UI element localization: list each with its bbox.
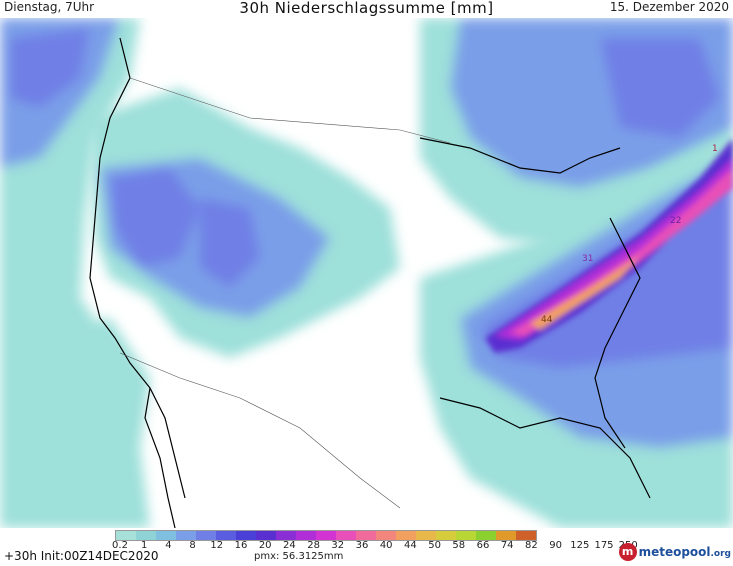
legend-swatch	[376, 531, 396, 540]
max-label-31: 31	[582, 254, 593, 264]
border-lines	[119, 77, 451, 509]
meteopool-logo[interactable]: m meteopool.org	[618, 543, 731, 561]
coastlines	[89, 37, 651, 528]
legend-swatch	[216, 531, 236, 540]
legend-tick-label: 40	[379, 540, 393, 551]
logo-suffix: .org	[710, 549, 731, 559]
legend-tick-label: 36	[355, 540, 369, 551]
legend-tick-label: 58	[452, 540, 466, 551]
legend-swatch	[336, 531, 356, 540]
legend-tick-label: 4	[165, 540, 172, 551]
northeast-precip-field	[420, 18, 733, 248]
legend-swatch	[136, 531, 156, 540]
max-label-22: 22	[670, 216, 681, 226]
legend-swatch	[296, 531, 316, 540]
map-title: 30h Niederschlagssumme [mm]	[239, 0, 494, 17]
legend-tick-label: 20	[258, 540, 272, 551]
legend-swatch	[356, 531, 376, 540]
legend-tick-label: 16	[234, 540, 248, 551]
legend-tick-label: 24	[283, 540, 296, 551]
legend-tick-labels: 0.2 1 4 8 12 16 20 24 28 32 36 40 44 50 58 66 74 82 90 125 1…	[105, 540, 638, 551]
precipitation-map: 1 22 31 44	[0, 18, 733, 528]
legend-tick-label: 44	[404, 540, 417, 551]
forecast-day-label: Dienstag, 7Uhr	[4, 0, 95, 14]
max-label-1: 1	[712, 144, 718, 154]
legend-tick-label: 12	[210, 540, 224, 551]
legend-swatch	[496, 531, 516, 540]
legend-swatch	[116, 531, 136, 540]
legend-tick-label: 74	[500, 540, 514, 551]
legend-swatch	[516, 531, 536, 540]
legend-swatch	[256, 531, 276, 540]
legend-tick-label: 0.2	[112, 540, 128, 551]
legend-tick-label: 82	[525, 540, 538, 551]
legend-swatch	[316, 531, 336, 540]
legend-swatch	[156, 531, 176, 540]
logo-text: meteopool	[638, 545, 711, 559]
init-time-label: +30h Init:00Z14DEC2020	[4, 549, 159, 563]
forecast-date-label: 15. Dezember 2020	[609, 0, 729, 14]
legend-swatch	[436, 531, 456, 540]
legend-swatch	[176, 531, 196, 540]
header: Dienstag, 7Uhr 30h Niederschlagssumme [m…	[0, 0, 733, 18]
legend-swatch	[456, 531, 476, 540]
legend-tick-label: 28	[307, 540, 320, 551]
legend-swatch	[416, 531, 436, 540]
logo-mark-icon: m	[618, 543, 637, 561]
legend-tick-label: 8	[189, 540, 196, 551]
legend-tick-label: 66	[476, 540, 490, 551]
footer: 0.2 1 4 8 12 16 20 24 28 32 36 40 44 50 58 66 74 82 90 125 1…	[0, 528, 733, 566]
legend-tick-label: 125	[570, 540, 590, 551]
legend-tick-label: 32	[331, 540, 345, 551]
legend-swatch	[276, 531, 296, 540]
legend-swatch	[196, 531, 216, 540]
legend-tick-label: 90	[549, 540, 562, 551]
legend-tick-label: 50	[428, 540, 441, 551]
legend-color-bar	[115, 530, 537, 541]
legend-swatch	[236, 531, 256, 540]
legend-tick-label: 175	[594, 540, 614, 551]
legend-tick-label: 1	[141, 540, 148, 551]
heavy-precip-band	[485, 138, 733, 353]
pacific-precip-field	[0, 18, 150, 528]
max-label-44: 44	[541, 315, 553, 325]
legend-swatch	[396, 531, 416, 540]
legend-swatch	[476, 531, 496, 540]
map-canvas: 1 22 31 44	[0, 18, 733, 528]
pmx-label: pmx: 56.3125mm	[254, 551, 344, 562]
western-us-precip-field	[90, 88, 400, 358]
